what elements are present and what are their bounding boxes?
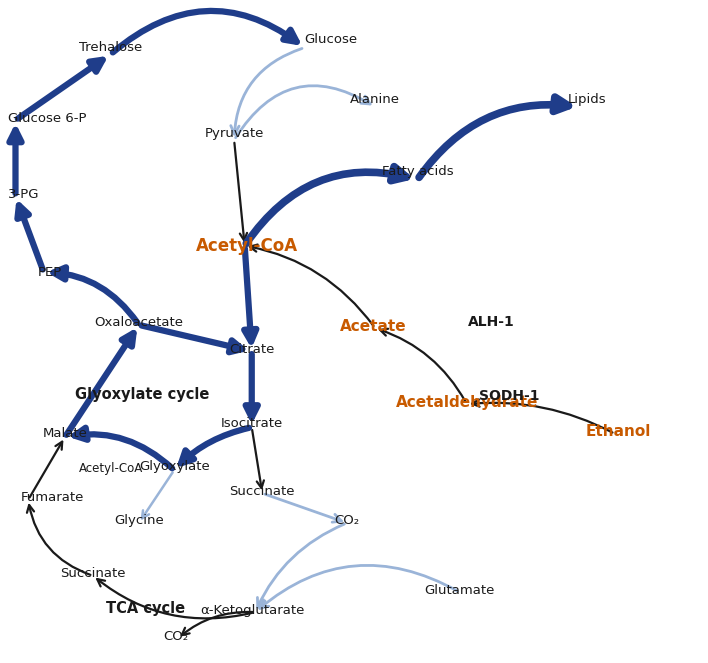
Text: Malate: Malate [42, 428, 87, 440]
Text: Acetyl-CoA: Acetyl-CoA [195, 237, 298, 255]
Text: Glucose: Glucose [304, 33, 358, 46]
Text: Lipids: Lipids [567, 93, 606, 105]
Text: Alanine: Alanine [350, 93, 400, 105]
Text: Fumarate: Fumarate [21, 491, 84, 505]
Text: Pyruvate: Pyruvate [205, 127, 264, 140]
Text: Acetyl-CoA: Acetyl-CoA [79, 462, 143, 475]
Text: Succinate: Succinate [60, 568, 126, 580]
Text: CO₂: CO₂ [164, 630, 189, 643]
Text: PEP: PEP [38, 266, 62, 278]
Text: Glyoxylate cycle: Glyoxylate cycle [75, 387, 210, 402]
Text: 3-PG: 3-PG [8, 188, 40, 202]
Text: Acetaldehydrate: Acetaldehydrate [396, 394, 538, 410]
Text: Glyoxylate: Glyoxylate [139, 460, 210, 473]
Text: α-Ketoglutarate: α-Ketoglutarate [200, 603, 304, 617]
Text: Oxaloacetate: Oxaloacetate [94, 316, 183, 330]
Text: ALH-1: ALH-1 [468, 315, 515, 329]
Text: SODH-1: SODH-1 [479, 389, 539, 403]
Text: Trehalose: Trehalose [79, 41, 142, 54]
Text: Isocitrate: Isocitrate [221, 418, 283, 430]
Text: Ethanol: Ethanol [586, 424, 651, 440]
Text: TCA cycle: TCA cycle [106, 601, 185, 617]
Text: Glucose 6-P: Glucose 6-P [8, 113, 87, 125]
Text: Acetate: Acetate [340, 319, 406, 333]
Text: Glycine: Glycine [114, 514, 164, 528]
Text: Fatty acids: Fatty acids [382, 164, 453, 178]
Text: Glutamate: Glutamate [425, 584, 495, 597]
Text: CO₂: CO₂ [334, 514, 360, 528]
Text: Succinate: Succinate [229, 485, 295, 498]
Text: Citrate: Citrate [229, 343, 275, 357]
